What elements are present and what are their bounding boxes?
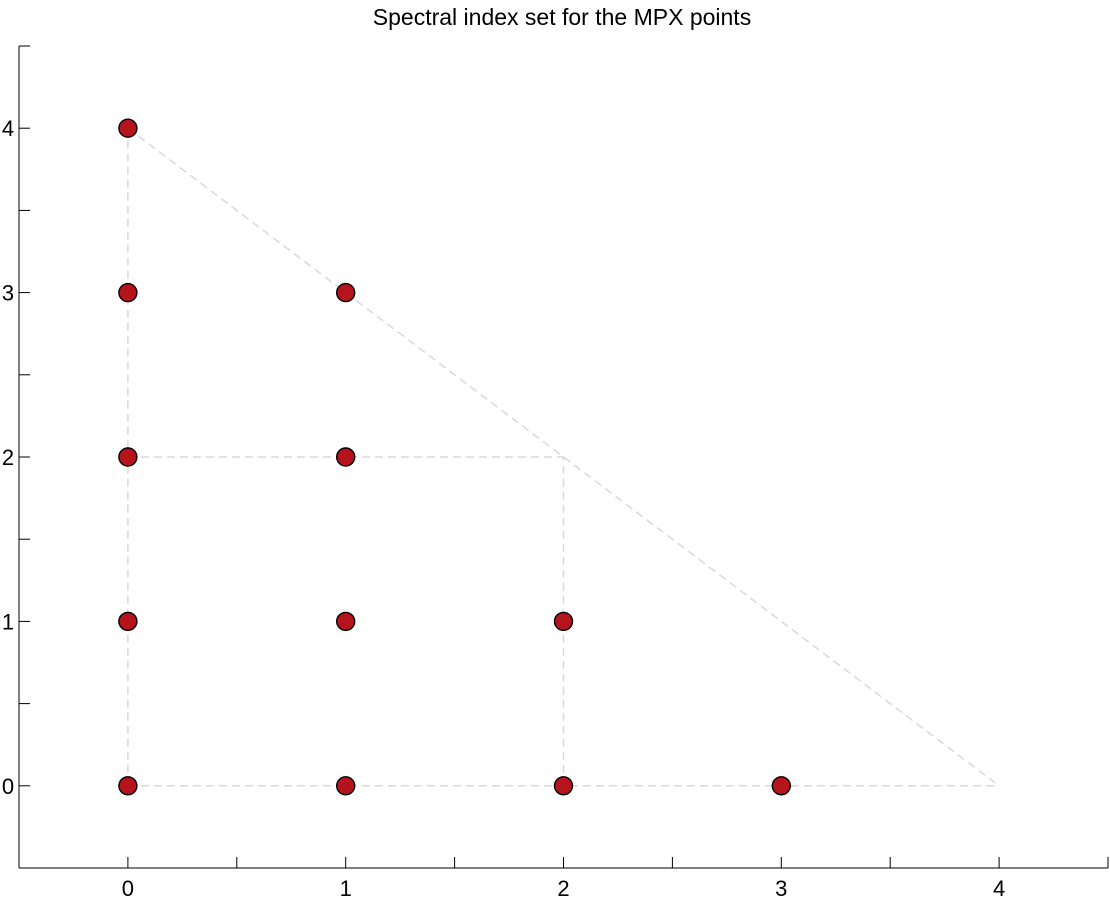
data-point [336, 611, 356, 632]
data-point [336, 282, 356, 303]
data-points [118, 118, 791, 796]
y-tick-label: 0 [2, 774, 14, 799]
data-point [118, 611, 138, 632]
x-tick-label: 0 [122, 876, 134, 901]
data-point [118, 118, 138, 138]
tick-labels: 0 1 2 3 4 0 1 2 3 4 [2, 116, 1005, 901]
chart-title: Spectral index set for the MPX points [373, 4, 751, 30]
y-tick-label: 2 [2, 445, 14, 470]
x-tick-label: 2 [557, 876, 569, 901]
guide-lines [127, 127, 1000, 787]
x-tick-label: 1 [340, 876, 352, 901]
y-tick-label: 1 [2, 609, 14, 634]
data-point [118, 447, 138, 467]
data-point [553, 611, 574, 632]
data-point [771, 776, 791, 796]
data-point [336, 447, 356, 467]
data-point [553, 776, 574, 796]
y-tick-label: 4 [2, 116, 14, 141]
data-point [118, 776, 138, 796]
axes [18, 45, 1109, 869]
data-point [118, 282, 138, 303]
y-tick-label: 3 [2, 281, 14, 306]
x-tick-label: 3 [775, 876, 787, 901]
data-point [336, 776, 356, 796]
x-tick-label: 4 [993, 876, 1005, 901]
